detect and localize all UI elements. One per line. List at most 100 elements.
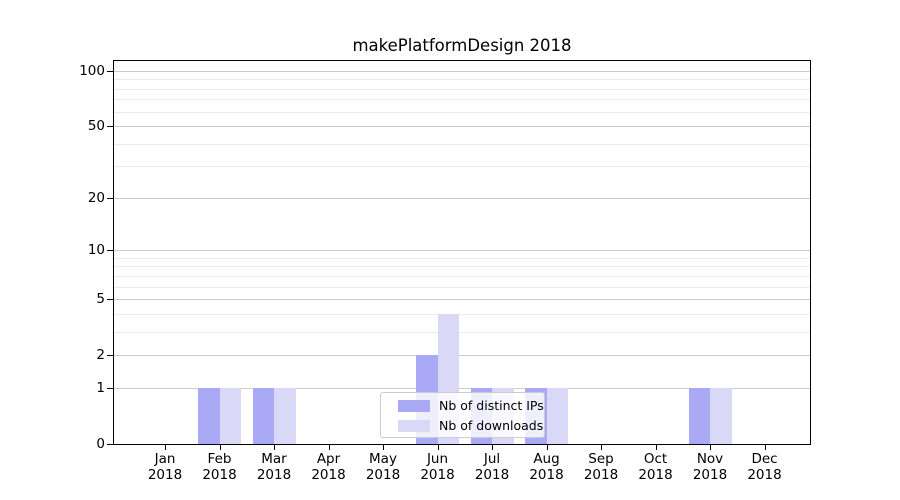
minor-gridline (114, 276, 810, 277)
minor-gridline (114, 287, 810, 288)
y-tick-mark (107, 126, 113, 127)
x-tick-mark (219, 445, 221, 450)
x-tick-month: Nov (696, 451, 724, 467)
minor-gridline (114, 79, 810, 80)
x-tick-year: 2018 (147, 467, 183, 483)
minor-gridline (114, 89, 810, 90)
y-tick-label: 100 (79, 62, 105, 79)
x-tick-month: Jul (483, 451, 501, 467)
x-tick-label: Apr 2018 (294, 451, 364, 483)
x-tick-month: Mar (261, 451, 287, 467)
x-tick-month: Aug (533, 451, 560, 467)
minor-gridline (114, 332, 810, 333)
y-tick-mark (107, 198, 113, 199)
chart-title: makePlatformDesign 2018 (352, 36, 572, 55)
bar-downloads (274, 387, 296, 444)
x-tick-year: 2018 (311, 467, 346, 483)
x-tick-mark (655, 445, 657, 450)
x-tick-year: 2018 (202, 467, 237, 483)
legend-label-downloads: Nb of downloads (439, 418, 544, 433)
x-tick-year: 2018 (583, 467, 619, 483)
y-tick-label: 5 (96, 291, 105, 308)
x-tick-year: 2018 (420, 467, 455, 483)
x-tick-mark (165, 445, 166, 450)
legend-entry-downloads: Nb of downloads (398, 419, 543, 432)
bar-downloads (546, 387, 568, 444)
x-tick-year: 2018 (747, 467, 782, 483)
x-tick-mark (328, 445, 330, 450)
plot-area (113, 60, 811, 445)
x-tick-month: Apr (316, 451, 341, 467)
y-tick-label: 20 (87, 189, 105, 206)
x-tick-month: Dec (751, 451, 778, 467)
x-tick-year: 2018 (365, 467, 401, 483)
x-tick-year: 2018 (638, 467, 673, 483)
bars-layer (114, 61, 810, 444)
x-tick-label: Mar 2018 (239, 451, 309, 483)
x-tick-mark (601, 445, 602, 450)
x-tick-mark (764, 445, 766, 450)
y-tick-mark (107, 71, 113, 72)
major-gridline (114, 250, 810, 251)
minor-gridline (114, 314, 810, 315)
y-tick-label: 10 (87, 242, 105, 259)
x-tick-label: Jul 2018 (457, 451, 527, 483)
legend-swatch-downloads (398, 420, 430, 432)
y-tick-mark (107, 444, 113, 445)
minor-gridline (114, 112, 810, 113)
y-tick-label: 50 (87, 118, 105, 135)
x-tick-month: Sep (588, 451, 614, 467)
y-tick-mark (107, 388, 113, 389)
x-tick-label: May 2018 (348, 451, 418, 483)
bar-distinct-ips (252, 387, 274, 444)
bar-distinct-ips (198, 387, 220, 444)
y-tick-label: 1 (96, 379, 105, 396)
major-gridline (114, 299, 810, 300)
minor-gridline (114, 144, 810, 145)
x-tick-month: Oct (643, 451, 668, 467)
major-gridline (114, 388, 810, 389)
y-tick-mark (107, 299, 113, 300)
major-gridline (114, 126, 810, 127)
x-tick-year: 2018 (529, 467, 564, 483)
major-gridline (114, 71, 810, 72)
x-tick-mark (437, 445, 439, 450)
x-tick-month: Jun (426, 451, 449, 467)
legend-label-distinct-ips: Nb of distinct IPs (439, 398, 544, 413)
bar-downloads (710, 387, 732, 444)
x-tick-mark (710, 445, 711, 450)
legend-box: Nb of distinct IPs Nb of downloads (380, 392, 545, 438)
x-tick-mark (383, 445, 384, 450)
major-gridline (114, 198, 810, 199)
legend-swatch-distinct-ips (398, 400, 430, 412)
y-tick-mark (107, 355, 113, 356)
x-tick-month: May (369, 451, 397, 467)
x-tick-month: Jan (154, 451, 176, 467)
y-tick-label: 2 (96, 347, 105, 364)
x-tick-label: Sep 2018 (566, 451, 636, 483)
x-tick-month: Feb (207, 451, 232, 467)
y-tick-label: 0 (96, 436, 105, 452)
bar-downloads (219, 387, 241, 444)
x-tick-label: Jun 2018 (403, 451, 473, 483)
gridlines-layer (114, 61, 810, 444)
x-tick-label: Nov 2018 (675, 451, 745, 483)
minor-gridline (114, 166, 810, 167)
x-tick-year: 2018 (692, 467, 728, 483)
x-tick-mark (492, 445, 493, 450)
x-tick-label: Aug 2018 (512, 451, 582, 483)
x-tick-mark (274, 445, 275, 450)
y-tick-mark (107, 250, 113, 251)
x-tick-label: Dec 2018 (730, 451, 800, 483)
major-gridline (114, 355, 810, 356)
x-tick-label: Jan 2018 (130, 451, 200, 483)
bar-distinct-ips (688, 387, 710, 444)
minor-gridline (114, 99, 810, 100)
x-tick-label: Feb 2018 (185, 451, 255, 483)
legend-entry-distinct-ips: Nb of distinct IPs (398, 399, 544, 412)
minor-gridline (114, 266, 810, 267)
x-tick-year: 2018 (474, 467, 510, 483)
x-tick-mark (546, 445, 548, 450)
x-tick-label: Oct 2018 (621, 451, 691, 483)
